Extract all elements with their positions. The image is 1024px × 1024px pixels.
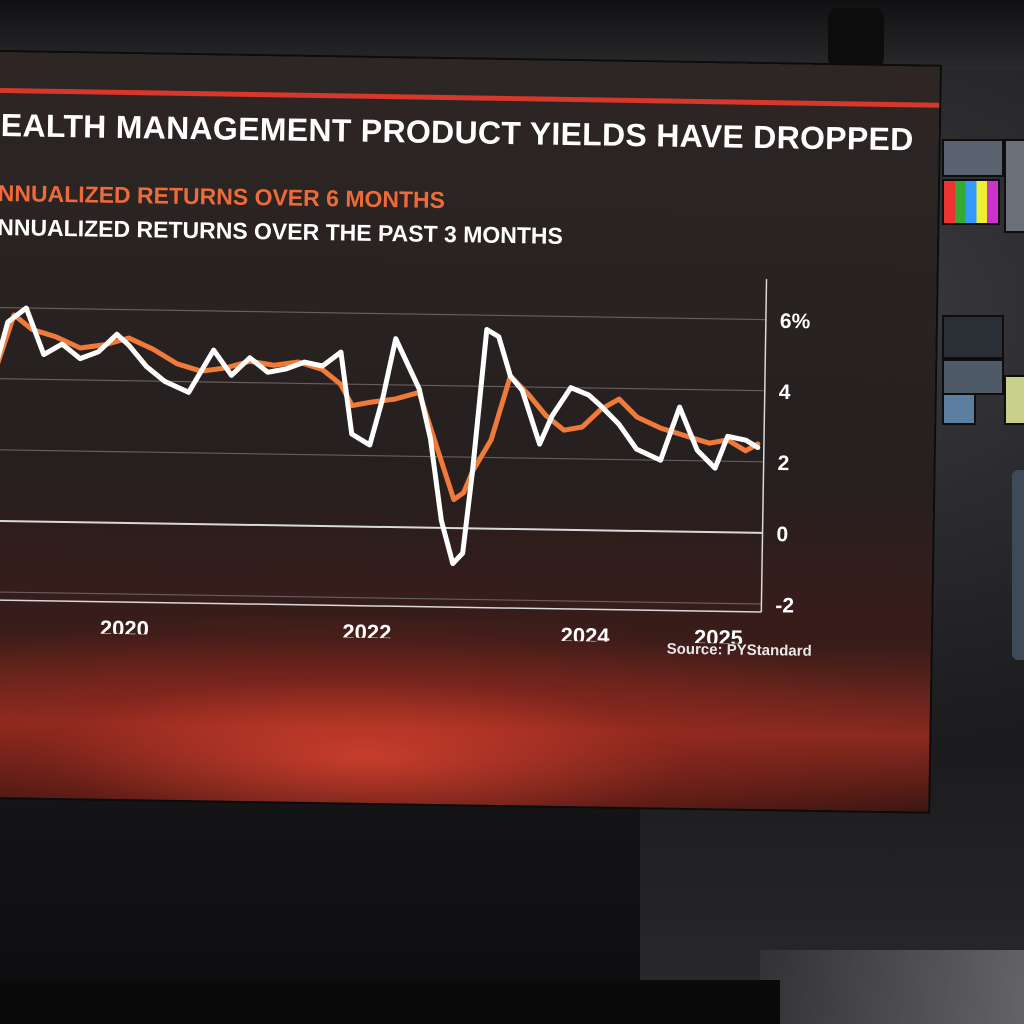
source-note: Source: PYStandard (666, 640, 812, 660)
side-monitor (942, 359, 1004, 395)
side-monitor (942, 393, 976, 425)
side-monitor (942, 179, 1000, 225)
title-rule (0, 87, 940, 108)
y-tick-label: 2 (777, 452, 789, 475)
y-tick-label: 6% (780, 310, 811, 333)
presenter-arm (1012, 470, 1024, 660)
studio-camera (828, 8, 884, 68)
floor-light (760, 950, 1024, 1024)
gridline (0, 449, 764, 463)
series-line-3-months (0, 305, 761, 567)
legend-series-6-months: NNUALIZED RETURNS OVER 6 MONTHS (0, 179, 446, 214)
zero-line (0, 519, 763, 534)
x-tick-label: 2024 (560, 623, 610, 647)
y-axis-line (760, 279, 768, 613)
side-monitor (1004, 139, 1024, 233)
gridline (0, 306, 766, 321)
y-tick-label: 4 (779, 381, 791, 404)
side-monitor (942, 315, 1004, 359)
legend-series-3-months: NNUALIZED RETURNS OVER THE PAST 3 MONTHS (0, 213, 564, 249)
side-monitor (942, 139, 1004, 177)
y-tick-label: -2 (775, 594, 794, 617)
y-tick-label: 0 (776, 523, 788, 546)
gridline (0, 378, 765, 392)
pedestal-base (0, 980, 780, 1024)
x-axis-line (0, 599, 762, 613)
broadcast-screen: EALTH MANAGEMENT PRODUCT YIELDS HAVE DRO… (0, 52, 940, 812)
x-tick-label: 2025 (694, 625, 743, 647)
gridline (0, 591, 762, 605)
side-monitor-wall (940, 135, 1024, 425)
side-monitor (1004, 375, 1024, 425)
chart-title: EALTH MANAGEMENT PRODUCT YIELDS HAVE DRO… (0, 107, 914, 158)
